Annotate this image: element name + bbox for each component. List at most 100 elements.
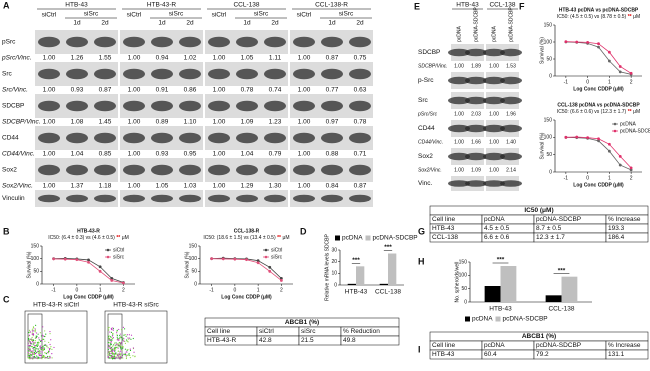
flow-dot [107,327,109,329]
protein-label: CD44 [418,125,435,132]
blot-band [179,68,201,80]
flow-dot [39,352,41,354]
ratio-value: 1.23 [269,119,282,126]
flow-dot [33,343,35,345]
y-tick-label: 150 [189,243,198,249]
table-title: ABCB1 (%) [285,319,319,326]
point [575,40,579,44]
flow-dot [129,337,131,339]
group-label: HTB-43 [456,2,479,9]
lane-label: 1d [328,20,336,27]
flow-dot [41,348,44,350]
protein-label: SDCBP [2,103,24,110]
y-axis-label: No. spheroids/well [454,262,460,303]
ratio-value: 0.97 [326,119,339,126]
ratio-value: 1.00 [454,63,464,69]
significance: *** [352,257,360,264]
ratio-value: 1.09 [471,167,481,173]
y-axis-label: Survival (%) [184,251,190,278]
flow-dot [116,354,119,357]
blot-band [264,132,286,144]
flow-dot [49,343,51,346]
flow-dot [51,357,53,359]
point [221,257,225,261]
flow-dot [110,352,112,355]
flow-dot [128,354,130,356]
blot-band [208,164,230,176]
blot-band [94,100,116,112]
panel-letter: I [418,344,421,354]
ratio-value: 1.00 [213,183,226,190]
flow-dot [27,351,29,354]
ic50-label: IC50: (18.6 ± 1.5) vs (13.4 ± 0.5) ** μM [203,235,289,241]
flow-dot [125,356,128,358]
blot-band [208,132,230,144]
flow-dot [120,346,122,348]
ratio-value: 1.00 [454,167,464,173]
ratio-value: 1.00 [298,55,311,62]
blot-band [448,152,470,161]
flow-dot [110,350,112,353]
table-text: Cell line [432,216,456,223]
flow-dot [33,330,35,332]
ic50-significance: ** [628,109,632,115]
flow-dot [29,349,31,352]
flow-dot [120,353,122,355]
y-tick-label: 0 [464,299,467,305]
ic50-unit: μM [633,109,640,115]
blot-band [38,132,60,144]
lane-label: siCtrl [42,12,57,19]
flow-dot [30,354,32,357]
blot-band [236,68,258,80]
ic50-subtitle: IC50: (6.4 ± 0.3) vs (4.6 ± 0.5) [48,235,115,241]
flow-dot [120,350,122,352]
ratio-value: 1.02 [184,55,197,62]
flow-dot [107,341,109,344]
flow-dot [122,347,124,349]
legend-swatch [465,316,470,322]
flow-dot [43,348,46,351]
panel-letter: C [3,294,10,304]
point [607,59,611,63]
point [564,135,568,139]
blot-band [349,68,371,80]
flow-dot [49,357,51,359]
ratio-value: 1.00 [489,63,499,69]
flow-dot [113,354,115,356]
flow-dot [29,344,32,347]
ratio-value: 1.00 [43,55,56,62]
blot-band [179,194,201,203]
legend-swatch [335,235,340,241]
blot-band [179,164,201,176]
flow-dot [31,336,33,339]
plot-title: HTB-43 pcDNA vs pcDNA-SDCBP [559,7,639,13]
blot-band [208,36,230,48]
flow-dot [45,333,47,335]
lane-label: 2d [271,20,279,27]
legend-marker [264,255,268,259]
ratio-value: 1.00 [454,111,464,117]
flow-dot [33,349,35,351]
flow-dot [120,348,122,350]
flow-dot [112,357,114,359]
flow-dot [132,347,135,349]
flow-dot [116,339,118,341]
table-title: IC50 (μM) [524,207,553,214]
blot-band [179,100,201,112]
ratio-value: 2.03 [471,111,481,117]
flow-dot [116,353,118,356]
blot-band [179,132,201,144]
group-label: CCL-138 [233,2,259,9]
flow-dot [112,349,114,351]
protein-label: Vinculin [2,195,25,202]
flow-dot [123,334,125,336]
plot-title: CCL-138-R [234,228,260,234]
flow-dot [133,351,135,353]
table-cell [340,335,400,346]
y-tick-label: 100 [544,39,553,45]
flow-dot [119,345,121,347]
blot-band [465,180,487,187]
point [245,258,248,262]
panel-letter: E [414,1,420,11]
legend-label: pcDNA-SDCBP [620,128,650,134]
